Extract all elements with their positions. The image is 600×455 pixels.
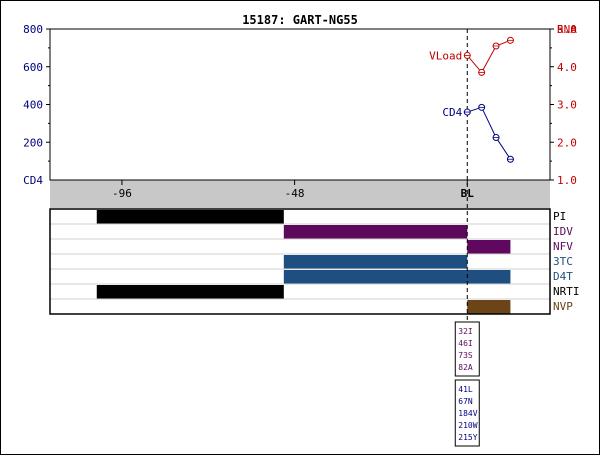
drug-bar-nvp [467, 300, 511, 314]
left-axis-tick-label: 400 [23, 99, 43, 112]
right-axis-tick-label: 4.0 [557, 61, 577, 74]
plot-area [49, 28, 551, 181]
right-axis-tick-label: 5.0 [557, 23, 577, 36]
drug-bar-pi [96, 210, 284, 224]
right-axis-label: RNA [557, 23, 577, 36]
left-axis-tick-label: 800 [23, 23, 43, 36]
left-axis-label: CD4 [23, 174, 43, 187]
drug-bar-d4t [283, 270, 511, 284]
mutation-item: 46I [458, 339, 473, 348]
drug-row-label: D4T [553, 270, 573, 283]
mutation-item: 215Y [458, 433, 477, 442]
drug-row-label: NVP [553, 300, 573, 313]
drug-row-label: 3TC [553, 255, 573, 268]
drug-row-label: NFV [553, 240, 573, 253]
drug-bar-3tc [283, 255, 468, 269]
series-line-cd4 [467, 106, 511, 160]
drug-row-label: NRTI [553, 285, 580, 298]
chart-title: 15187: GART-NG55 [242, 13, 358, 27]
mutation-item: 67N [458, 397, 473, 406]
right-axis-tick-label: 1.0 [557, 174, 577, 187]
drug-bar-nfv [467, 240, 511, 254]
drug-row-label: PI [553, 210, 566, 223]
series-label-vload: VLoad [429, 49, 462, 62]
x-axis-tick-label: -48 [285, 187, 305, 200]
right-axis-tick-label: 2.0 [557, 136, 577, 149]
left-axis-tick-label: 200 [23, 136, 43, 149]
mutation-item: 73S [458, 351, 473, 360]
mutation-item: 210W [458, 421, 477, 430]
drug-grid [49, 208, 551, 315]
x-axis-band [50, 180, 550, 208]
mutation-box [454, 321, 480, 377]
series-line-vload [466, 39, 511, 74]
mutation-item: 41L [458, 385, 473, 394]
mutation-item: 184V [458, 409, 477, 418]
left-axis-tick-label: 600 [23, 61, 43, 74]
mutation-item: 32I [458, 327, 473, 336]
drug-bar-idv [283, 225, 468, 239]
mutation-box [454, 379, 480, 447]
x-axis-tick-label: -96 [112, 187, 132, 200]
mutation-item: 82A [458, 363, 473, 372]
drug-row-label: IDV [553, 225, 573, 238]
right-axis-tick-label: 3.0 [557, 99, 577, 112]
drug-bar-nrti [96, 285, 284, 299]
series-label-cd4: CD4 [442, 106, 462, 119]
